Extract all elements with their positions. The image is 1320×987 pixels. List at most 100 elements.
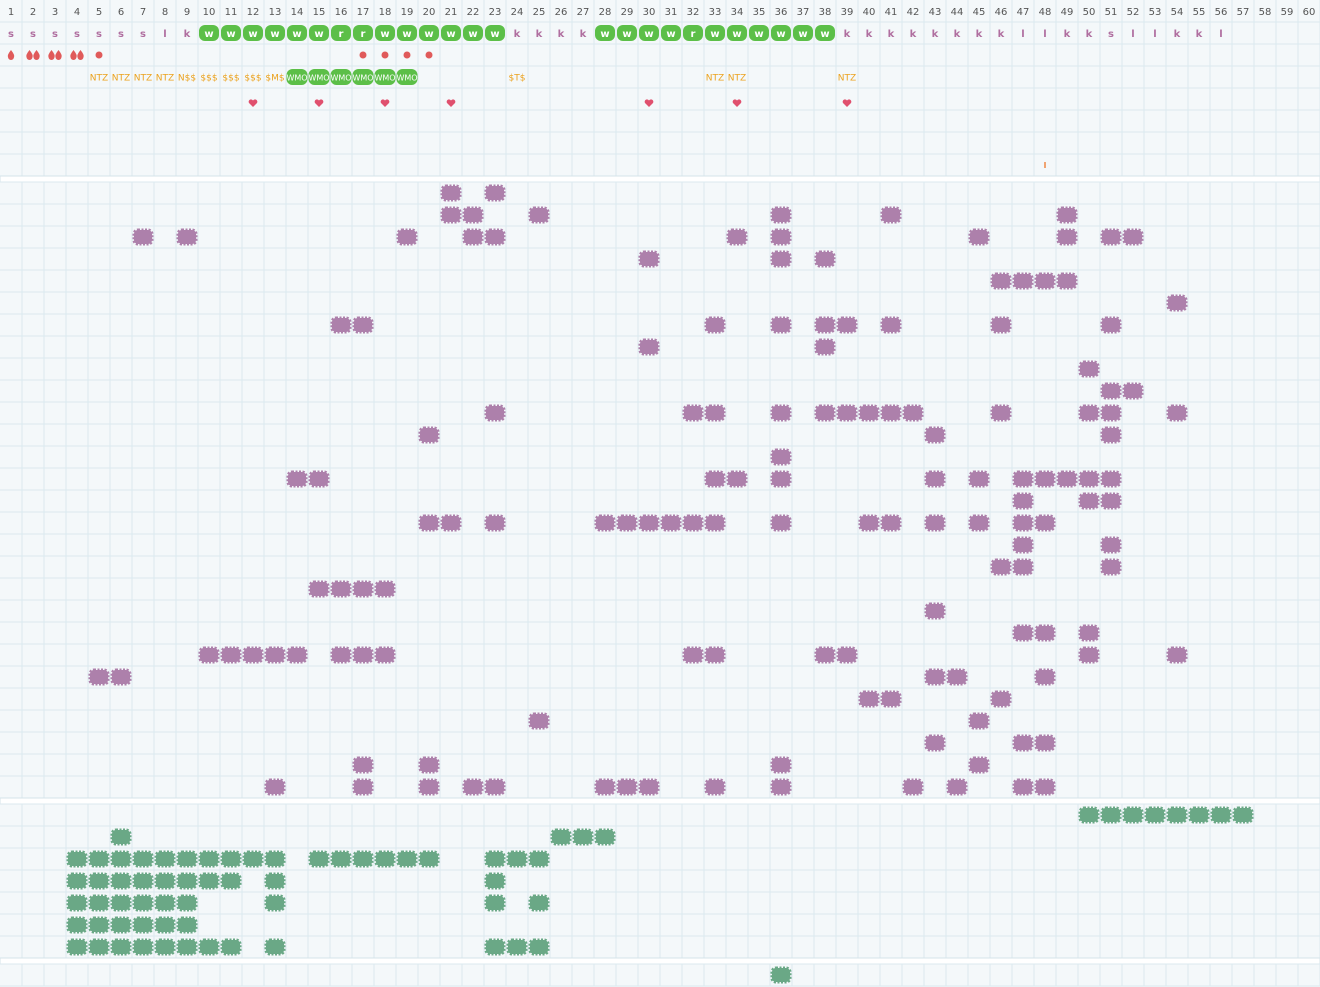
cell-label: WMO <box>374 74 395 83</box>
cell-label: $$$ <box>200 74 217 84</box>
blob <box>1100 228 1122 246</box>
blob <box>154 850 176 868</box>
blob <box>462 206 484 224</box>
badge <box>639 25 659 41</box>
column-number: 1 <box>8 7 14 18</box>
cell-label: w <box>270 29 279 40</box>
blob <box>1166 806 1188 824</box>
column-number: 31 <box>665 7 678 18</box>
blob <box>1100 492 1122 510</box>
column-number: 40 <box>863 7 876 18</box>
badge <box>352 69 374 85</box>
column-number: 30 <box>643 7 656 18</box>
column-number: 14 <box>291 7 304 18</box>
cell-label: $$$ <box>222 74 239 84</box>
column-number: 15 <box>313 7 326 18</box>
blob <box>704 404 726 422</box>
blob <box>220 938 242 956</box>
column-number: 24 <box>511 7 524 18</box>
blob <box>264 872 286 890</box>
blob <box>1078 470 1100 488</box>
blob <box>638 514 660 532</box>
cell-label: k <box>514 29 521 40</box>
badge <box>243 25 263 41</box>
column-number: 37 <box>797 7 810 18</box>
blob <box>462 228 484 246</box>
blob <box>902 404 924 422</box>
blob <box>66 894 88 912</box>
blob <box>1056 206 1078 224</box>
blob <box>1078 404 1100 422</box>
blob <box>836 404 858 422</box>
column-number: 39 <box>841 7 854 18</box>
blob <box>990 316 1012 334</box>
blob <box>880 206 902 224</box>
drop <box>26 50 33 60</box>
blob <box>418 850 440 868</box>
blob <box>1078 646 1100 664</box>
blob <box>770 448 792 466</box>
cell-label: w <box>776 29 785 40</box>
blob <box>726 470 748 488</box>
blob <box>1012 558 1034 576</box>
blob <box>330 580 352 598</box>
blob <box>770 206 792 224</box>
blob <box>858 404 880 422</box>
cell-label: s <box>52 29 58 40</box>
blob <box>1034 778 1056 796</box>
blob <box>110 938 132 956</box>
cell-label: w <box>314 29 323 40</box>
cell-label: s <box>8 29 14 40</box>
column-number: 60 <box>1303 7 1316 18</box>
blob <box>132 872 154 890</box>
column-number: 3 <box>52 7 58 18</box>
blob <box>880 404 902 422</box>
column-number: 25 <box>533 7 546 18</box>
cell-label: w <box>644 29 653 40</box>
blob <box>968 228 990 246</box>
blob <box>242 850 264 868</box>
cell-label: NTZ <box>728 74 746 84</box>
cell-label: w <box>468 29 477 40</box>
blob <box>968 756 990 774</box>
blob <box>264 894 286 912</box>
blob <box>1078 492 1100 510</box>
blob <box>220 872 242 890</box>
blob <box>132 228 154 246</box>
blob <box>968 712 990 730</box>
blob <box>836 316 858 334</box>
blob <box>770 316 792 334</box>
blob <box>484 514 506 532</box>
cell-label: r <box>361 29 366 40</box>
blob <box>176 938 198 956</box>
column-number: 55 <box>1193 7 1206 18</box>
column-number: 29 <box>621 7 634 18</box>
badge <box>374 69 396 85</box>
blob <box>682 646 704 664</box>
cell-label: r <box>691 29 696 40</box>
column-number: 26 <box>555 7 568 18</box>
cell-label: k <box>866 29 873 40</box>
blob <box>858 514 880 532</box>
cell-label: k <box>580 29 587 40</box>
column-number: 34 <box>731 7 744 18</box>
blob <box>990 690 1012 708</box>
column-number: 58 <box>1259 7 1272 18</box>
blob <box>132 938 154 956</box>
blob <box>770 778 792 796</box>
cell-label: $M$ <box>265 74 284 84</box>
blob <box>484 228 506 246</box>
blob <box>1100 426 1122 444</box>
badge <box>463 25 483 41</box>
cell-label: WMO <box>352 74 373 83</box>
blob <box>1122 382 1144 400</box>
blob <box>330 316 352 334</box>
blob <box>1166 294 1188 312</box>
blob <box>968 470 990 488</box>
cell-label: l <box>163 29 166 40</box>
blob <box>1100 806 1122 824</box>
cell-label: l <box>1131 29 1134 40</box>
column-number: 16 <box>335 7 348 18</box>
blob <box>1012 778 1034 796</box>
